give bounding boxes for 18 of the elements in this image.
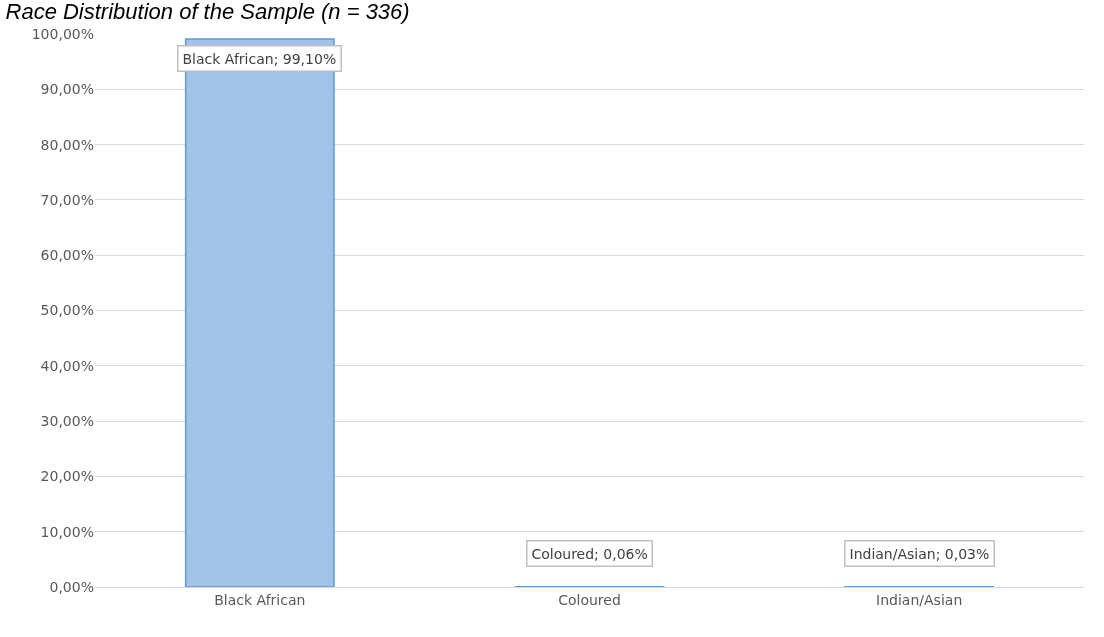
y-tick-label: 60,00%	[40, 247, 94, 264]
chart-title: Race Distribution of the Sample (n = 336)	[5, 0, 410, 24]
y-tick-label: 100,00%	[31, 25, 94, 42]
y-tick-label: 0,00%	[49, 578, 94, 595]
x-tick-label: Black African	[214, 591, 306, 608]
y-tick-label: 50,00%	[40, 302, 94, 319]
y-tick-label: 40,00%	[40, 357, 94, 374]
x-tick-label: Coloured	[558, 591, 621, 608]
y-tick-label: 80,00%	[40, 136, 94, 153]
y-tick-label: 10,00%	[40, 523, 94, 540]
y-tick-label: 20,00%	[40, 468, 94, 485]
data-label: Coloured; 0,06%	[531, 545, 648, 562]
y-tick-label: 90,00%	[40, 81, 94, 98]
data-label: Black African; 99,10%	[182, 50, 337, 67]
data-label: Indian/Asian; 0,03%	[849, 545, 990, 562]
x-tick-label: Indian/Asian	[876, 591, 963, 608]
y-tick-label: 70,00%	[40, 191, 94, 208]
y-tick-label: 30,00%	[40, 413, 94, 429]
